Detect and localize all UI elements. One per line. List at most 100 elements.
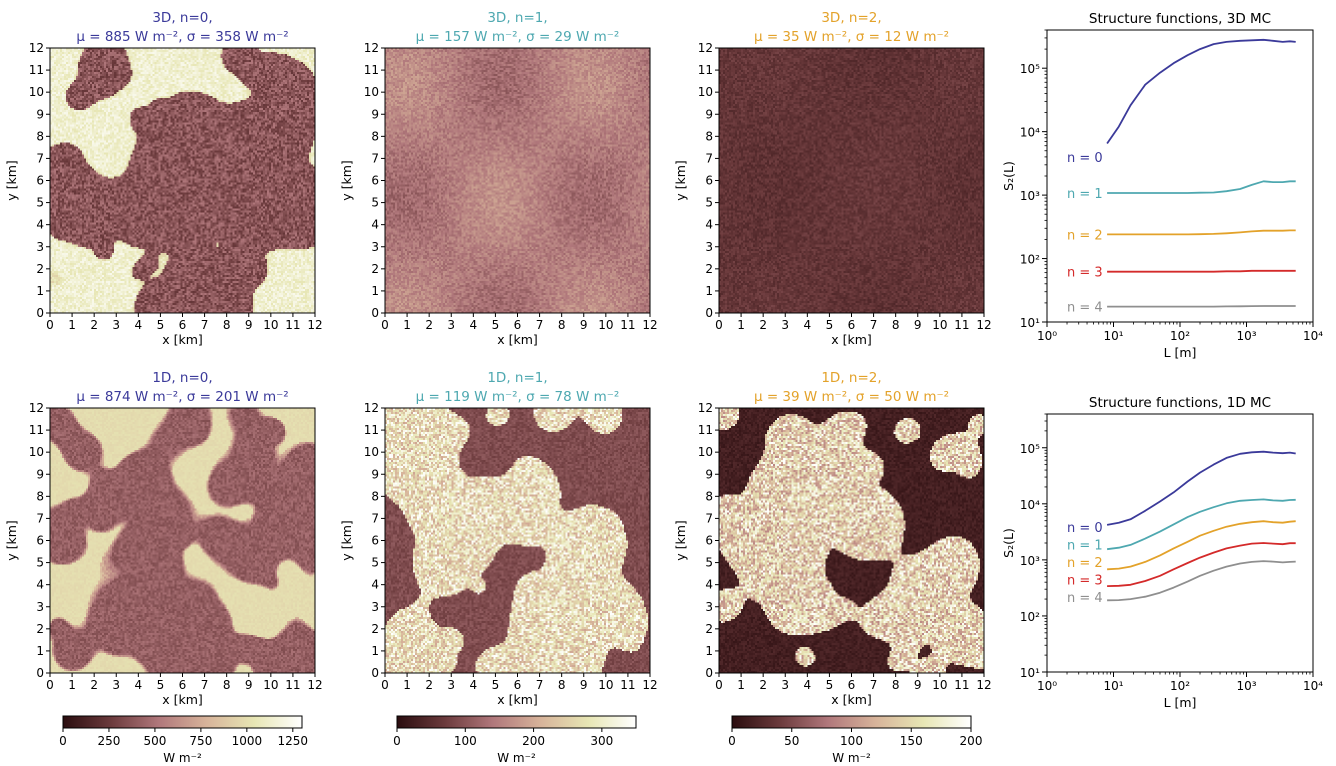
colorbar-2: 0 100 200 300 W m⁻² <box>393 715 637 765</box>
x-tick-label: 6 <box>179 678 187 692</box>
x-tick-label: 10 <box>932 678 947 692</box>
y-tick-label: 11 <box>364 423 379 437</box>
colorbar-gradient <box>396 715 637 729</box>
y-tick-label: 7 <box>36 511 44 525</box>
series-line-n1 <box>1106 498 1296 551</box>
x-axis-label: x [km] <box>831 332 872 347</box>
y-tick-label: 10 <box>364 85 379 99</box>
y-tick-label: 10 <box>364 445 379 459</box>
panel-title-line1: 3D, n=1, <box>487 10 547 26</box>
x-tick-label: 4 <box>135 318 143 332</box>
x-tick-label: 1 <box>68 318 76 332</box>
x-tick-label: 10⁴ <box>1303 679 1323 693</box>
colorbar-tick-label: 200 <box>960 734 983 748</box>
x-tick-label: 9 <box>914 318 922 332</box>
map-panel-5: 1D, n=1,μ = 119 W m⁻², σ = 78 W m⁻²00112… <box>339 370 658 707</box>
series-label-n1: n = 1 <box>1067 539 1103 554</box>
x-tick-label: 11 <box>954 678 969 692</box>
heatmap-image <box>385 408 650 673</box>
x-tick-label: 2 <box>90 678 98 692</box>
y-tick-label: 12 <box>29 401 44 415</box>
y-tick-label: 11 <box>29 63 44 77</box>
y-tick-label: 11 <box>364 63 379 77</box>
y-tick-label: 10¹ <box>1020 316 1040 330</box>
y-tick-label: 6 <box>36 534 44 548</box>
y-tick-label: 4 <box>705 218 713 232</box>
x-tick-label: 3 <box>112 318 120 332</box>
x-tick-label: 9 <box>245 318 253 332</box>
series-line-n3 <box>1107 542 1296 587</box>
x-tick-label: 0 <box>715 678 723 692</box>
x-tick-label: 6 <box>848 318 856 332</box>
y-tick-label: 10 <box>698 85 713 99</box>
y-axis-label: y [km] <box>673 520 688 561</box>
series-line-n3 <box>1107 269 1296 273</box>
y-tick-label: 10 <box>698 445 713 459</box>
x-tick-label: 3 <box>781 318 789 332</box>
y-tick-label: 5 <box>36 196 44 210</box>
y-axis-label: y [km] <box>4 520 19 561</box>
colorbar-tick-label: 500 <box>143 734 166 748</box>
panel-title-line2: μ = 119 W m⁻², σ = 78 W m⁻² <box>416 389 620 405</box>
x-tick-label: 4 <box>804 678 812 692</box>
heatmap-image <box>385 48 650 313</box>
x-tick-label: 0 <box>46 678 54 692</box>
colorbar-tick-label: 50 <box>784 734 799 748</box>
y-tick-label: 7 <box>705 151 713 165</box>
y-tick-label: 0 <box>371 306 379 320</box>
y-tick-label: 3 <box>36 600 44 614</box>
x-tick-label: 10⁰ <box>1037 679 1057 693</box>
y-tick-label: 10³ <box>1020 554 1040 568</box>
map-panel-6: 1D, n=2,μ = 39 W m⁻², σ = 50 W m⁻²001122… <box>673 370 992 707</box>
x-tick-label: 5 <box>492 678 500 692</box>
x-tick-label: 10² <box>1170 679 1190 693</box>
y-tick-label: 2 <box>36 622 44 636</box>
y-tick-label: 9 <box>705 107 713 121</box>
x-tick-label: 8 <box>223 678 231 692</box>
x-axis-label: L [m] <box>1164 345 1197 360</box>
x-tick-label: 7 <box>870 678 878 692</box>
y-tick-label: 10⁴ <box>1020 498 1040 512</box>
x-tick-label: 7 <box>201 318 209 332</box>
colorbar-label: W m⁻² <box>497 751 536 765</box>
x-tick-label: 1 <box>403 318 411 332</box>
y-tick-label: 5 <box>371 556 379 570</box>
y-tick-label: 2 <box>705 262 713 276</box>
y-tick-label: 9 <box>371 107 379 121</box>
y-tick-label: 4 <box>36 578 44 592</box>
x-tick-label: 7 <box>870 318 878 332</box>
y-tick-label: 2 <box>371 622 379 636</box>
x-tick-label: 9 <box>914 678 922 692</box>
x-tick-label: 3 <box>447 678 455 692</box>
x-tick-label: 0 <box>381 678 389 692</box>
x-tick-label: 8 <box>892 678 900 692</box>
y-tick-label: 12 <box>364 401 379 415</box>
colorbar-tick-label: 100 <box>840 734 863 748</box>
y-tick-label: 4 <box>371 218 379 232</box>
x-axis-label: L [m] <box>1164 695 1197 710</box>
y-tick-label: 10⁵ <box>1020 442 1040 456</box>
y-tick-label: 7 <box>705 511 713 525</box>
y-tick-label: 1 <box>371 644 379 658</box>
chart-title: Structure functions, 3D MC <box>1089 11 1271 27</box>
y-axis-label: y [km] <box>339 520 354 561</box>
y-tick-label: 10 <box>29 445 44 459</box>
x-tick-label: 5 <box>492 318 500 332</box>
x-tick-label: 11 <box>285 318 300 332</box>
x-axis-label: x [km] <box>497 332 538 347</box>
y-tick-label: 3 <box>36 240 44 254</box>
y-tick-label: 12 <box>698 41 713 55</box>
y-tick-label: 6 <box>36 174 44 188</box>
y-tick-label: 10⁵ <box>1020 62 1040 76</box>
y-tick-label: 5 <box>705 196 713 210</box>
x-tick-label: 6 <box>848 678 856 692</box>
heatmap-image <box>50 408 315 673</box>
colorbar-tick-label: 150 <box>900 734 923 748</box>
panel-title-line2: μ = 39 W m⁻², σ = 50 W m⁻² <box>754 389 949 405</box>
x-tick-label: 4 <box>804 318 812 332</box>
series-label-n3: n = 3 <box>1067 266 1103 281</box>
y-tick-label: 9 <box>371 467 379 481</box>
y-tick-label: 8 <box>371 129 379 143</box>
y-tick-label: 2 <box>371 262 379 276</box>
